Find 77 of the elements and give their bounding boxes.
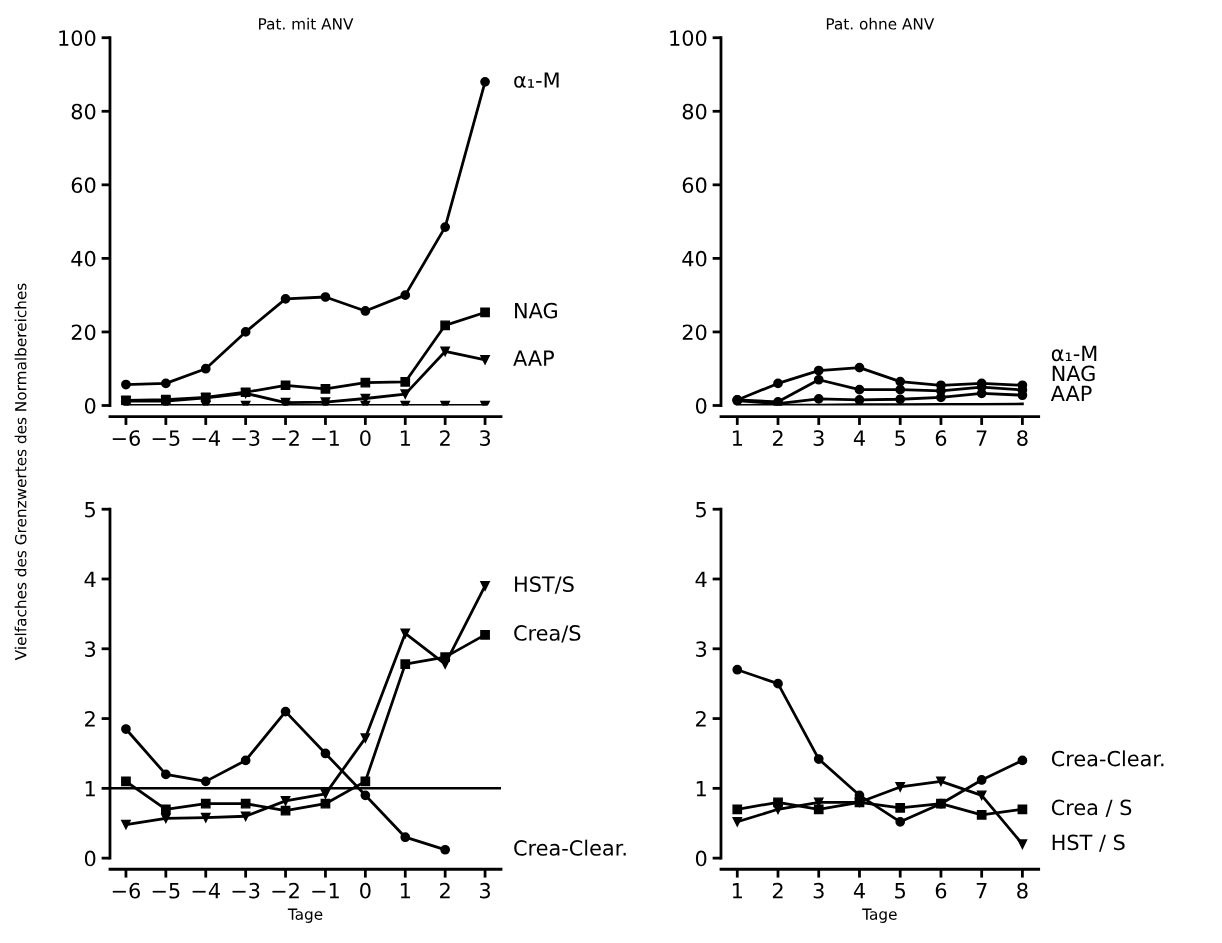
x-tick-label: 7	[976, 883, 987, 899]
y-tick-label: 20	[71, 324, 96, 341]
x-tick-label: −4	[192, 883, 220, 899]
y-tick-label: 1	[85, 781, 95, 797]
series-label: HST / S	[1052, 834, 1125, 852]
series-label: AAP	[1050, 385, 1092, 401]
y-tick-label: 3	[696, 641, 707, 657]
y-tick-label: 1	[696, 781, 706, 797]
series-label: α₁-M	[514, 72, 559, 88]
x-tick-label: 0	[360, 430, 371, 446]
x-tick-label: 8	[1017, 430, 1028, 446]
y-tick-label: 5	[696, 501, 706, 518]
x-tick-label: −4	[192, 430, 220, 446]
x-tick-label: 1	[400, 883, 410, 899]
series-label: AAP	[513, 350, 554, 366]
y-tick-label: 0	[84, 397, 96, 414]
y-axis-title: Vielfaches des Grenzwertes des Normalbereiches	[14, 283, 27, 661]
x-tick-label: 6	[935, 430, 947, 446]
x-tick-label: 2	[440, 430, 450, 446]
y-tick-label: 4	[695, 571, 707, 587]
x-tick-label: 4	[853, 883, 865, 899]
y-tick-label: 0	[84, 850, 96, 867]
x-tick-label: 5	[895, 883, 906, 899]
x-tick-label: 3	[813, 882, 824, 899]
y-tick-label: 0	[695, 397, 707, 414]
series-label: α₁-M	[1051, 345, 1097, 362]
x-tick-label: 7	[976, 430, 987, 446]
x-tick-label: 3	[480, 430, 491, 446]
y-tick-label: 4	[84, 571, 96, 587]
x-tick-label: −6	[112, 430, 140, 446]
y-tick-label: 60	[682, 177, 707, 194]
x-tick-label: 2	[440, 882, 450, 899]
y-tick-label: 20	[682, 324, 707, 341]
x-tick-label: 1	[732, 430, 742, 446]
x-tick-label: −5	[152, 883, 180, 899]
series-label: NAG	[1052, 365, 1095, 382]
x-tick-label: −1	[312, 430, 339, 446]
series-label: HST/S	[515, 576, 574, 594]
x-tick-label: 1	[400, 430, 410, 446]
y-tick-label: 2	[696, 711, 706, 727]
x-tick-label: −2	[272, 882, 299, 899]
y-tick-label: 80	[682, 103, 707, 120]
x-axis-title: Tage	[862, 908, 897, 923]
x-tick-label: −3	[232, 430, 260, 446]
y-tick-label: 60	[71, 177, 96, 194]
x-tick-label: 8	[1017, 882, 1028, 899]
x-tick-label: −6	[112, 882, 140, 899]
x-tick-label: 3	[480, 882, 491, 899]
x-tick-label: −3	[232, 882, 260, 899]
x-tick-label: 2	[772, 882, 783, 899]
y-tick-label: 0	[695, 850, 707, 867]
series-label: NAG	[515, 302, 557, 319]
x-tick-label: 6	[935, 882, 947, 899]
x-tick-label: −5	[152, 430, 180, 446]
y-tick-label: 40	[682, 250, 707, 267]
x-tick-label: 1	[732, 883, 742, 899]
chart-title: Pat. mit ANV	[259, 17, 354, 30]
y-tick-label: 3	[85, 641, 96, 657]
y-tick-label: 100	[670, 30, 707, 46]
series-label: Crea/S	[514, 625, 581, 643]
series-label: Crea / S	[1051, 799, 1132, 817]
x-tick-label: 3	[813, 430, 824, 446]
series-label: Crea-Clear.	[1051, 750, 1164, 767]
x-tick-label: 0	[360, 882, 371, 899]
chart-title: Pat. ohne ANV	[826, 17, 935, 30]
y-tick-label: 100	[59, 30, 96, 46]
y-tick-label: 2	[85, 711, 95, 727]
x-tick-label: −2	[272, 430, 299, 446]
x-tick-label: 5	[895, 430, 906, 446]
y-tick-label: 80	[71, 103, 96, 120]
y-tick-label: 5	[85, 501, 95, 518]
x-axis-title: Tage	[287, 908, 323, 923]
text: Crea-Clear.	[514, 839, 626, 856]
x-tick-label: 2	[772, 430, 783, 446]
x-tick-label: 4	[853, 430, 865, 446]
x-tick-label: −1	[312, 883, 339, 899]
y-tick-label: 40	[71, 250, 96, 267]
